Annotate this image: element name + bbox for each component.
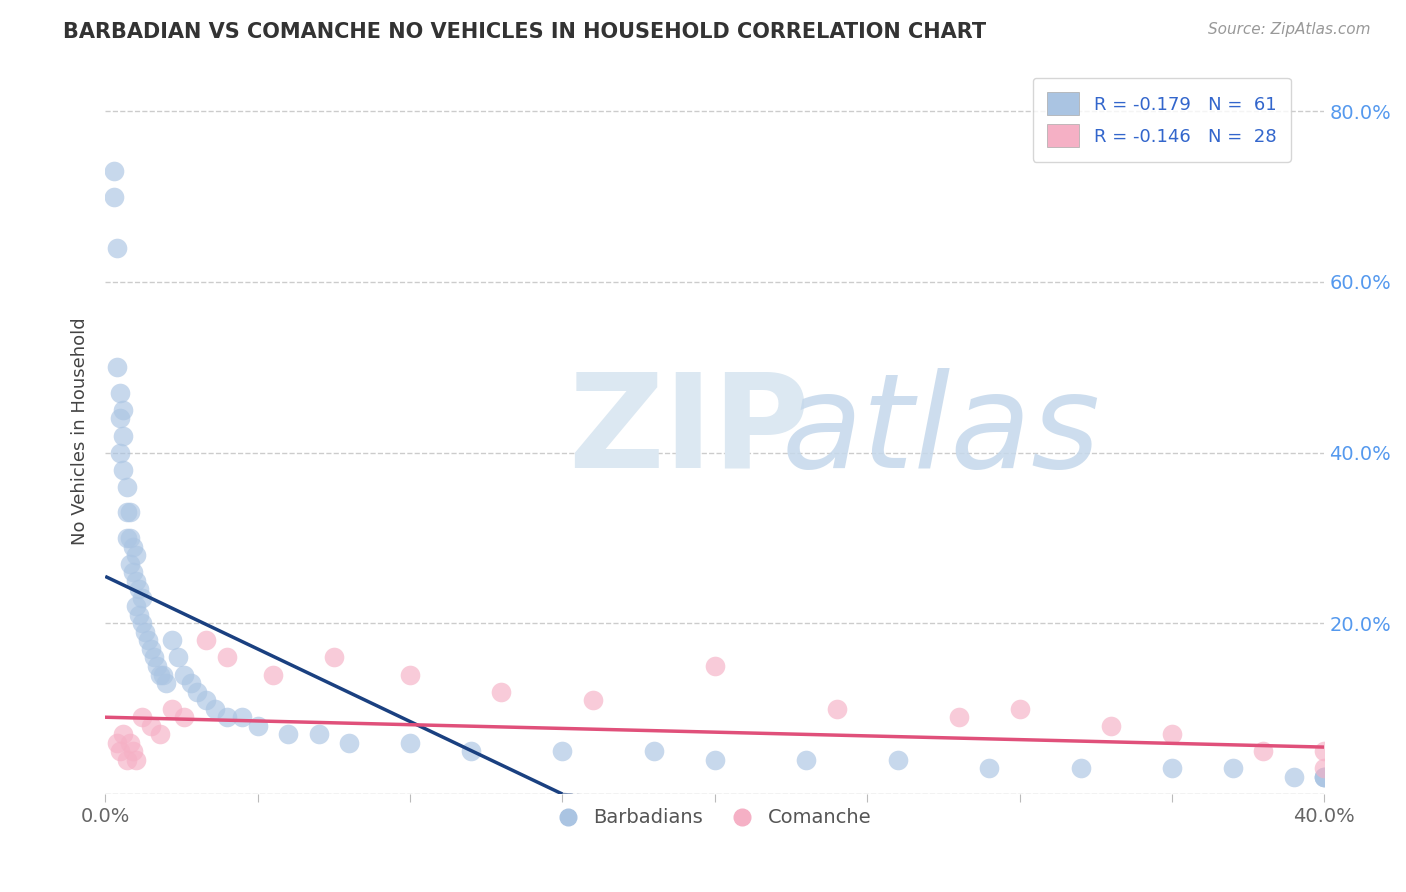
Point: [1161, 761, 1184, 775]
Point: [194, 693, 217, 707]
Point: [491, 684, 513, 698]
Point: [173, 667, 195, 681]
Point: [146, 659, 169, 673]
Y-axis label: No Vehicles in Household: No Vehicles in Household: [72, 318, 89, 545]
Point: [115, 531, 138, 545]
Point: [107, 736, 129, 750]
Point: [128, 582, 150, 597]
Point: [262, 667, 284, 681]
Point: [139, 642, 162, 657]
Point: [217, 710, 239, 724]
Point: [1313, 770, 1336, 784]
Point: [180, 676, 202, 690]
Point: [125, 599, 148, 614]
Point: [204, 701, 226, 715]
Point: [155, 676, 177, 690]
Point: [703, 659, 725, 673]
Point: [551, 744, 574, 758]
Point: [246, 719, 269, 733]
Point: [136, 633, 159, 648]
Point: [186, 684, 208, 698]
Point: [115, 505, 138, 519]
Point: [131, 710, 153, 724]
Point: [107, 241, 129, 255]
Point: [194, 633, 217, 648]
Point: [1099, 719, 1122, 733]
Point: [948, 710, 970, 724]
Point: [115, 480, 138, 494]
Point: [977, 761, 1000, 775]
Point: [118, 557, 141, 571]
Point: [231, 710, 253, 724]
Point: [217, 650, 239, 665]
Point: [118, 736, 141, 750]
Point: [399, 667, 422, 681]
Point: [1253, 744, 1275, 758]
Point: [1222, 761, 1244, 775]
Point: [162, 701, 184, 715]
Point: [125, 753, 148, 767]
Point: [139, 719, 162, 733]
Point: [149, 727, 172, 741]
Point: [112, 727, 135, 741]
Point: [886, 753, 908, 767]
Point: [337, 736, 360, 750]
Point: [582, 693, 605, 707]
Point: [1313, 770, 1336, 784]
Point: [131, 591, 153, 605]
Text: Source: ZipAtlas.com: Source: ZipAtlas.com: [1208, 22, 1371, 37]
Point: [460, 744, 482, 758]
Point: [1161, 727, 1184, 741]
Point: [103, 189, 125, 203]
Point: [115, 753, 138, 767]
Point: [1070, 761, 1092, 775]
Point: [125, 574, 148, 588]
Point: [118, 505, 141, 519]
Point: [125, 548, 148, 562]
Point: [322, 650, 344, 665]
Point: [121, 744, 143, 758]
Text: ZIP: ZIP: [568, 368, 810, 495]
Text: BARBADIAN VS COMANCHE NO VEHICLES IN HOUSEHOLD CORRELATION CHART: BARBADIAN VS COMANCHE NO VEHICLES IN HOU…: [63, 22, 987, 42]
Point: [399, 736, 422, 750]
Point: [143, 650, 166, 665]
Point: [152, 667, 174, 681]
Point: [162, 633, 184, 648]
Point: [121, 565, 143, 579]
Point: [149, 667, 172, 681]
Point: [825, 701, 848, 715]
Point: [103, 164, 125, 178]
Legend: Barbadians, Comanche: Barbadians, Comanche: [551, 800, 879, 835]
Point: [118, 531, 141, 545]
Point: [110, 744, 132, 758]
Point: [110, 385, 132, 400]
Point: [112, 403, 135, 417]
Point: [107, 360, 129, 375]
Point: [121, 540, 143, 554]
Point: [1313, 744, 1336, 758]
Text: atlas: atlas: [782, 368, 1101, 495]
Point: [703, 753, 725, 767]
Point: [110, 445, 132, 459]
Point: [134, 624, 156, 639]
Point: [112, 428, 135, 442]
Point: [173, 710, 195, 724]
Point: [1313, 770, 1336, 784]
Point: [1282, 770, 1305, 784]
Point: [794, 753, 817, 767]
Point: [167, 650, 190, 665]
Point: [131, 616, 153, 631]
Point: [1313, 761, 1336, 775]
Point: [1008, 701, 1031, 715]
Point: [110, 411, 132, 425]
Point: [643, 744, 665, 758]
Point: [128, 607, 150, 622]
Point: [112, 463, 135, 477]
Point: [308, 727, 330, 741]
Point: [277, 727, 299, 741]
